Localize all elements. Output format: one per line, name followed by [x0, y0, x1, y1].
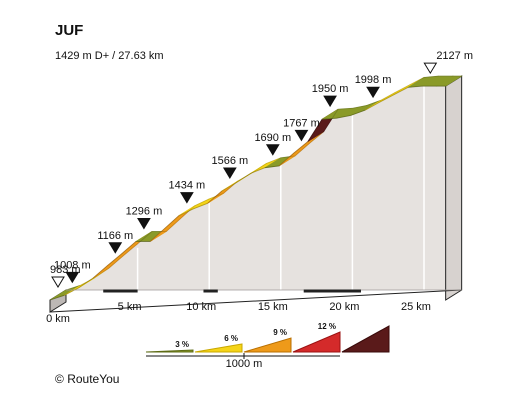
ridge-back-edge	[65, 75, 462, 291]
x-tick-label: 0 km	[46, 313, 70, 325]
legend-swatch	[145, 349, 194, 353]
legend-swatch	[341, 325, 390, 353]
elevation-label: 1998 m	[355, 74, 392, 86]
x-axis: 0 km 5 km 10 km 15 km 20 km 25 km	[46, 289, 431, 325]
summit-marker	[222, 167, 237, 179]
profile-base-line	[49, 289, 462, 313]
profile-layer	[49, 75, 463, 313]
chart-subtitle: 1429 m D+ / 27.63 km	[55, 50, 164, 62]
elevation-label: 1690 m	[254, 132, 291, 144]
summit-marker	[294, 129, 309, 142]
waypoint-hollow-marker	[423, 62, 438, 75]
elevation-label: 1008 m	[54, 259, 91, 271]
elevation-label: 1166 m	[97, 230, 133, 242]
elevation-label: 1296 m	[126, 205, 163, 217]
waypoint-hollow-marker	[51, 276, 65, 288]
profile-wall	[66, 76, 462, 291]
copyright-symbol: ©	[55, 372, 64, 386]
elevation-label: 1566 m	[211, 155, 248, 167]
x-tick-label: 20 km	[329, 301, 359, 313]
x-tick-label: 15 km	[258, 301, 288, 313]
legend-scale-label: 1000 m	[226, 358, 263, 370]
summit-marker	[265, 144, 280, 156]
summit-marker	[323, 95, 337, 108]
x-tick-label: 10 km	[186, 301, 216, 313]
legend-label: 6 %	[224, 334, 238, 343]
summit-marker	[366, 86, 380, 99]
summit-marker	[108, 242, 123, 254]
gradient-legend: 3 % 6 % 9 % 12 % 1000 m	[145, 322, 390, 370]
profile-end-cap	[445, 75, 463, 301]
gradient-segment	[435, 75, 463, 87]
legend-label: 9 %	[273, 328, 287, 337]
ridge-front-edge	[49, 85, 446, 301]
elevation-label: 2127 m	[436, 50, 473, 62]
summit-marker	[65, 271, 80, 284]
credit-text: RouteYou	[67, 372, 120, 386]
legend-label: 12 %	[318, 322, 336, 331]
legend-swatch	[194, 343, 243, 353]
legend-swatch	[243, 337, 292, 353]
elevation-label: 1434 m	[169, 180, 206, 192]
elevation-label: 1767 m	[283, 117, 320, 129]
x-tick-label: 5 km	[118, 301, 142, 313]
legend-label: 3 %	[175, 340, 189, 349]
elevation-label: 1950 m	[312, 83, 349, 95]
copyright-credit: © RouteYou	[55, 372, 119, 386]
legend-swatch	[292, 331, 341, 353]
summit-marker	[179, 192, 194, 204]
summit-marker	[137, 217, 151, 230]
x-tick-label: 25 km	[401, 301, 431, 313]
chart-title: JUF	[55, 22, 84, 39]
